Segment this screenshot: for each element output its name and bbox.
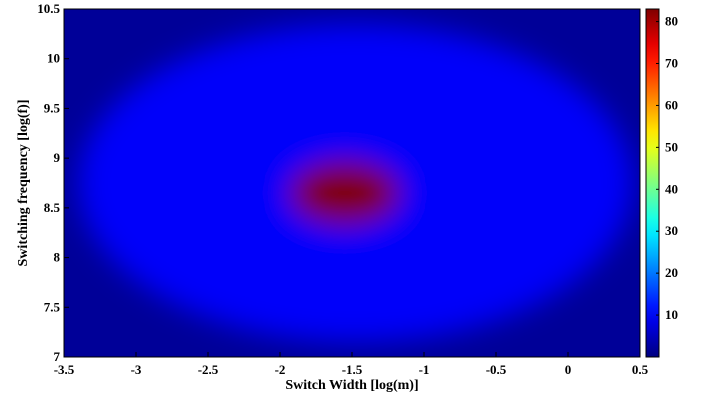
x-tick-label: 0.5 [632,362,649,377]
x-tick-label: -1.5 [342,362,363,377]
colorbar-tick-label: 40 [665,181,678,196]
colorbar-tick-label: 80 [665,14,678,29]
colorbar-tick-label: 50 [665,139,678,154]
x-axis-label: Switch Width [log(m)] [285,378,418,393]
peak-region [289,160,400,225]
colorbar-tick-label: 30 [665,223,678,238]
x-tick-label: -3.5 [54,362,75,377]
colorbar: 10 20 30 40 50 60 70 80 [645,8,678,358]
y-tick-label: 9.5 [44,100,61,115]
colorbar-tick-label: 70 [665,56,678,71]
y-tick-label: 8 [54,250,61,265]
y-tick-label: 7 [54,349,61,364]
y-tick-label: 8.5 [44,200,61,215]
x-tick-label: -3 [131,362,142,377]
colorbar-scale [645,8,660,358]
plot-area [63,8,641,358]
y-tick-label: 9 [54,150,61,165]
y-tick-label: 10.5 [37,1,60,16]
x-tick-label: -2 [275,362,286,377]
x-tick-label: 0 [565,362,572,377]
y-tick-label: 10 [47,51,60,66]
colorbar-tick-label: 10 [665,307,678,322]
x-axis: -3.5 -3 -2.5 -2 -1.5 -1 -0.5 0 0.5 [54,352,649,377]
y-axis: 7 7.5 8 8.5 9 9.5 10 10.5 [37,1,69,364]
colorbar-ticks: 10 20 30 40 50 60 70 80 [656,14,678,322]
colorbar-tick-label: 20 [665,265,678,280]
x-tick-label: -2.5 [198,362,219,377]
y-tick-label: 7.5 [44,299,61,314]
x-tick-label: -0.5 [486,362,507,377]
y-axis-label: Switching frequency [log(f)] [16,100,31,267]
x-tick-label: -1 [419,362,430,377]
colorbar-tick-label: 60 [665,97,678,112]
heatmap-field [78,23,633,343]
